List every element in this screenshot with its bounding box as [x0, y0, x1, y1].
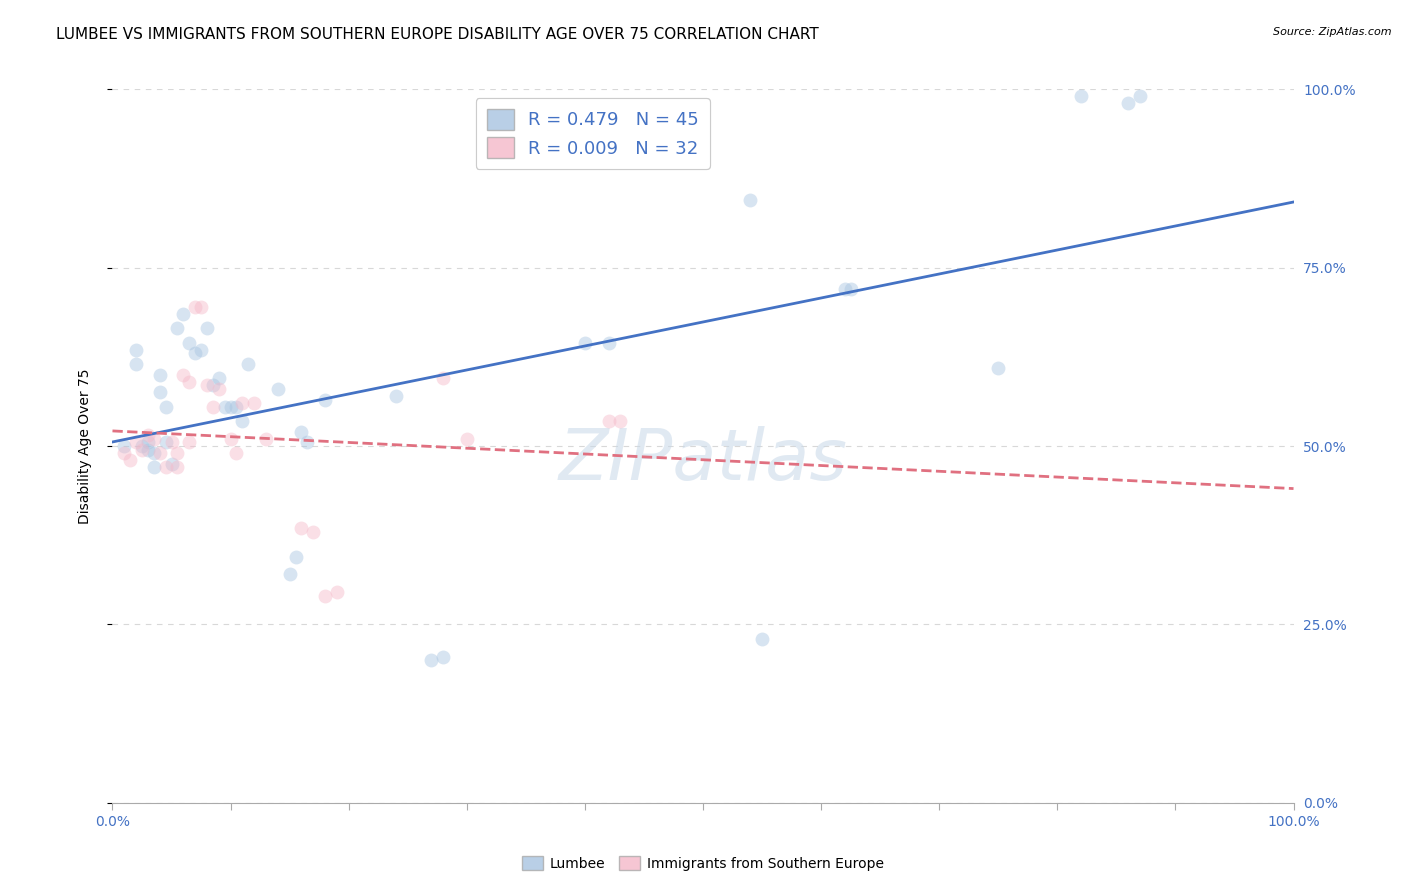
Point	[155, 435, 177, 450]
Point	[290, 521, 312, 535]
Point	[190, 343, 212, 357]
Point	[231, 396, 253, 410]
Point	[149, 368, 172, 382]
Point	[1116, 96, 1139, 111]
Point	[149, 385, 172, 400]
Point	[598, 335, 620, 350]
Point	[598, 414, 620, 428]
Point	[179, 335, 201, 350]
Legend: R = 0.479   N = 45, R = 0.009   N = 32: R = 0.479 N = 45, R = 0.009 N = 32	[475, 98, 710, 169]
Point	[131, 439, 153, 453]
Point	[751, 632, 773, 646]
Point	[225, 446, 247, 460]
Text: ZIPatlas: ZIPatlas	[558, 425, 848, 495]
Point	[195, 378, 218, 392]
Point	[136, 435, 159, 450]
Point	[136, 428, 159, 442]
Point	[326, 585, 349, 599]
Point	[609, 414, 631, 428]
Point	[432, 649, 454, 664]
Point	[1070, 89, 1092, 103]
Point	[166, 321, 188, 335]
Point	[225, 400, 247, 414]
Point	[284, 549, 307, 564]
Point	[839, 282, 862, 296]
Point	[574, 335, 596, 350]
Point	[238, 357, 260, 371]
Point	[267, 382, 290, 396]
Point	[987, 360, 1010, 375]
Point	[125, 357, 148, 371]
Point	[112, 446, 135, 460]
Point	[136, 442, 159, 457]
Point	[160, 457, 183, 471]
Point	[160, 435, 183, 450]
Point	[208, 371, 231, 385]
Point	[120, 453, 142, 467]
Point	[314, 589, 336, 603]
Point	[179, 435, 201, 450]
Point	[142, 460, 165, 475]
Point	[190, 300, 212, 314]
Point	[208, 382, 231, 396]
Point	[1129, 89, 1152, 103]
Text: Source: ZipAtlas.com: Source: ZipAtlas.com	[1274, 27, 1392, 37]
Point	[231, 414, 253, 428]
Point	[142, 432, 165, 446]
Point	[155, 460, 177, 475]
Point	[131, 442, 153, 457]
Point	[125, 343, 148, 357]
Point	[254, 432, 277, 446]
Point	[201, 378, 224, 392]
Point	[166, 460, 188, 475]
Point	[290, 425, 312, 439]
Point	[219, 432, 242, 446]
Point	[155, 400, 177, 414]
Point	[125, 435, 148, 450]
Point	[142, 446, 165, 460]
Point	[278, 567, 301, 582]
Point	[297, 435, 319, 450]
Y-axis label: Disability Age Over 75: Disability Age Over 75	[77, 368, 91, 524]
Point	[740, 193, 762, 207]
Point	[179, 375, 201, 389]
Point	[172, 368, 194, 382]
Point	[314, 392, 336, 407]
Legend: Lumbee, Immigrants from Southern Europe: Lumbee, Immigrants from Southern Europe	[516, 850, 890, 876]
Point	[219, 400, 242, 414]
Point	[172, 307, 194, 321]
Point	[149, 446, 172, 460]
Point	[201, 400, 224, 414]
Text: LUMBEE VS IMMIGRANTS FROM SOUTHERN EUROPE DISABILITY AGE OVER 75 CORRELATION CHA: LUMBEE VS IMMIGRANTS FROM SOUTHERN EUROP…	[56, 27, 818, 42]
Point	[302, 524, 325, 539]
Point	[243, 396, 266, 410]
Point	[184, 300, 207, 314]
Point	[195, 321, 218, 335]
Point	[184, 346, 207, 360]
Point	[385, 389, 408, 403]
Point	[834, 282, 856, 296]
Point	[456, 432, 478, 446]
Point	[112, 439, 135, 453]
Point	[420, 653, 443, 667]
Point	[432, 371, 454, 385]
Point	[214, 400, 236, 414]
Point	[166, 446, 188, 460]
